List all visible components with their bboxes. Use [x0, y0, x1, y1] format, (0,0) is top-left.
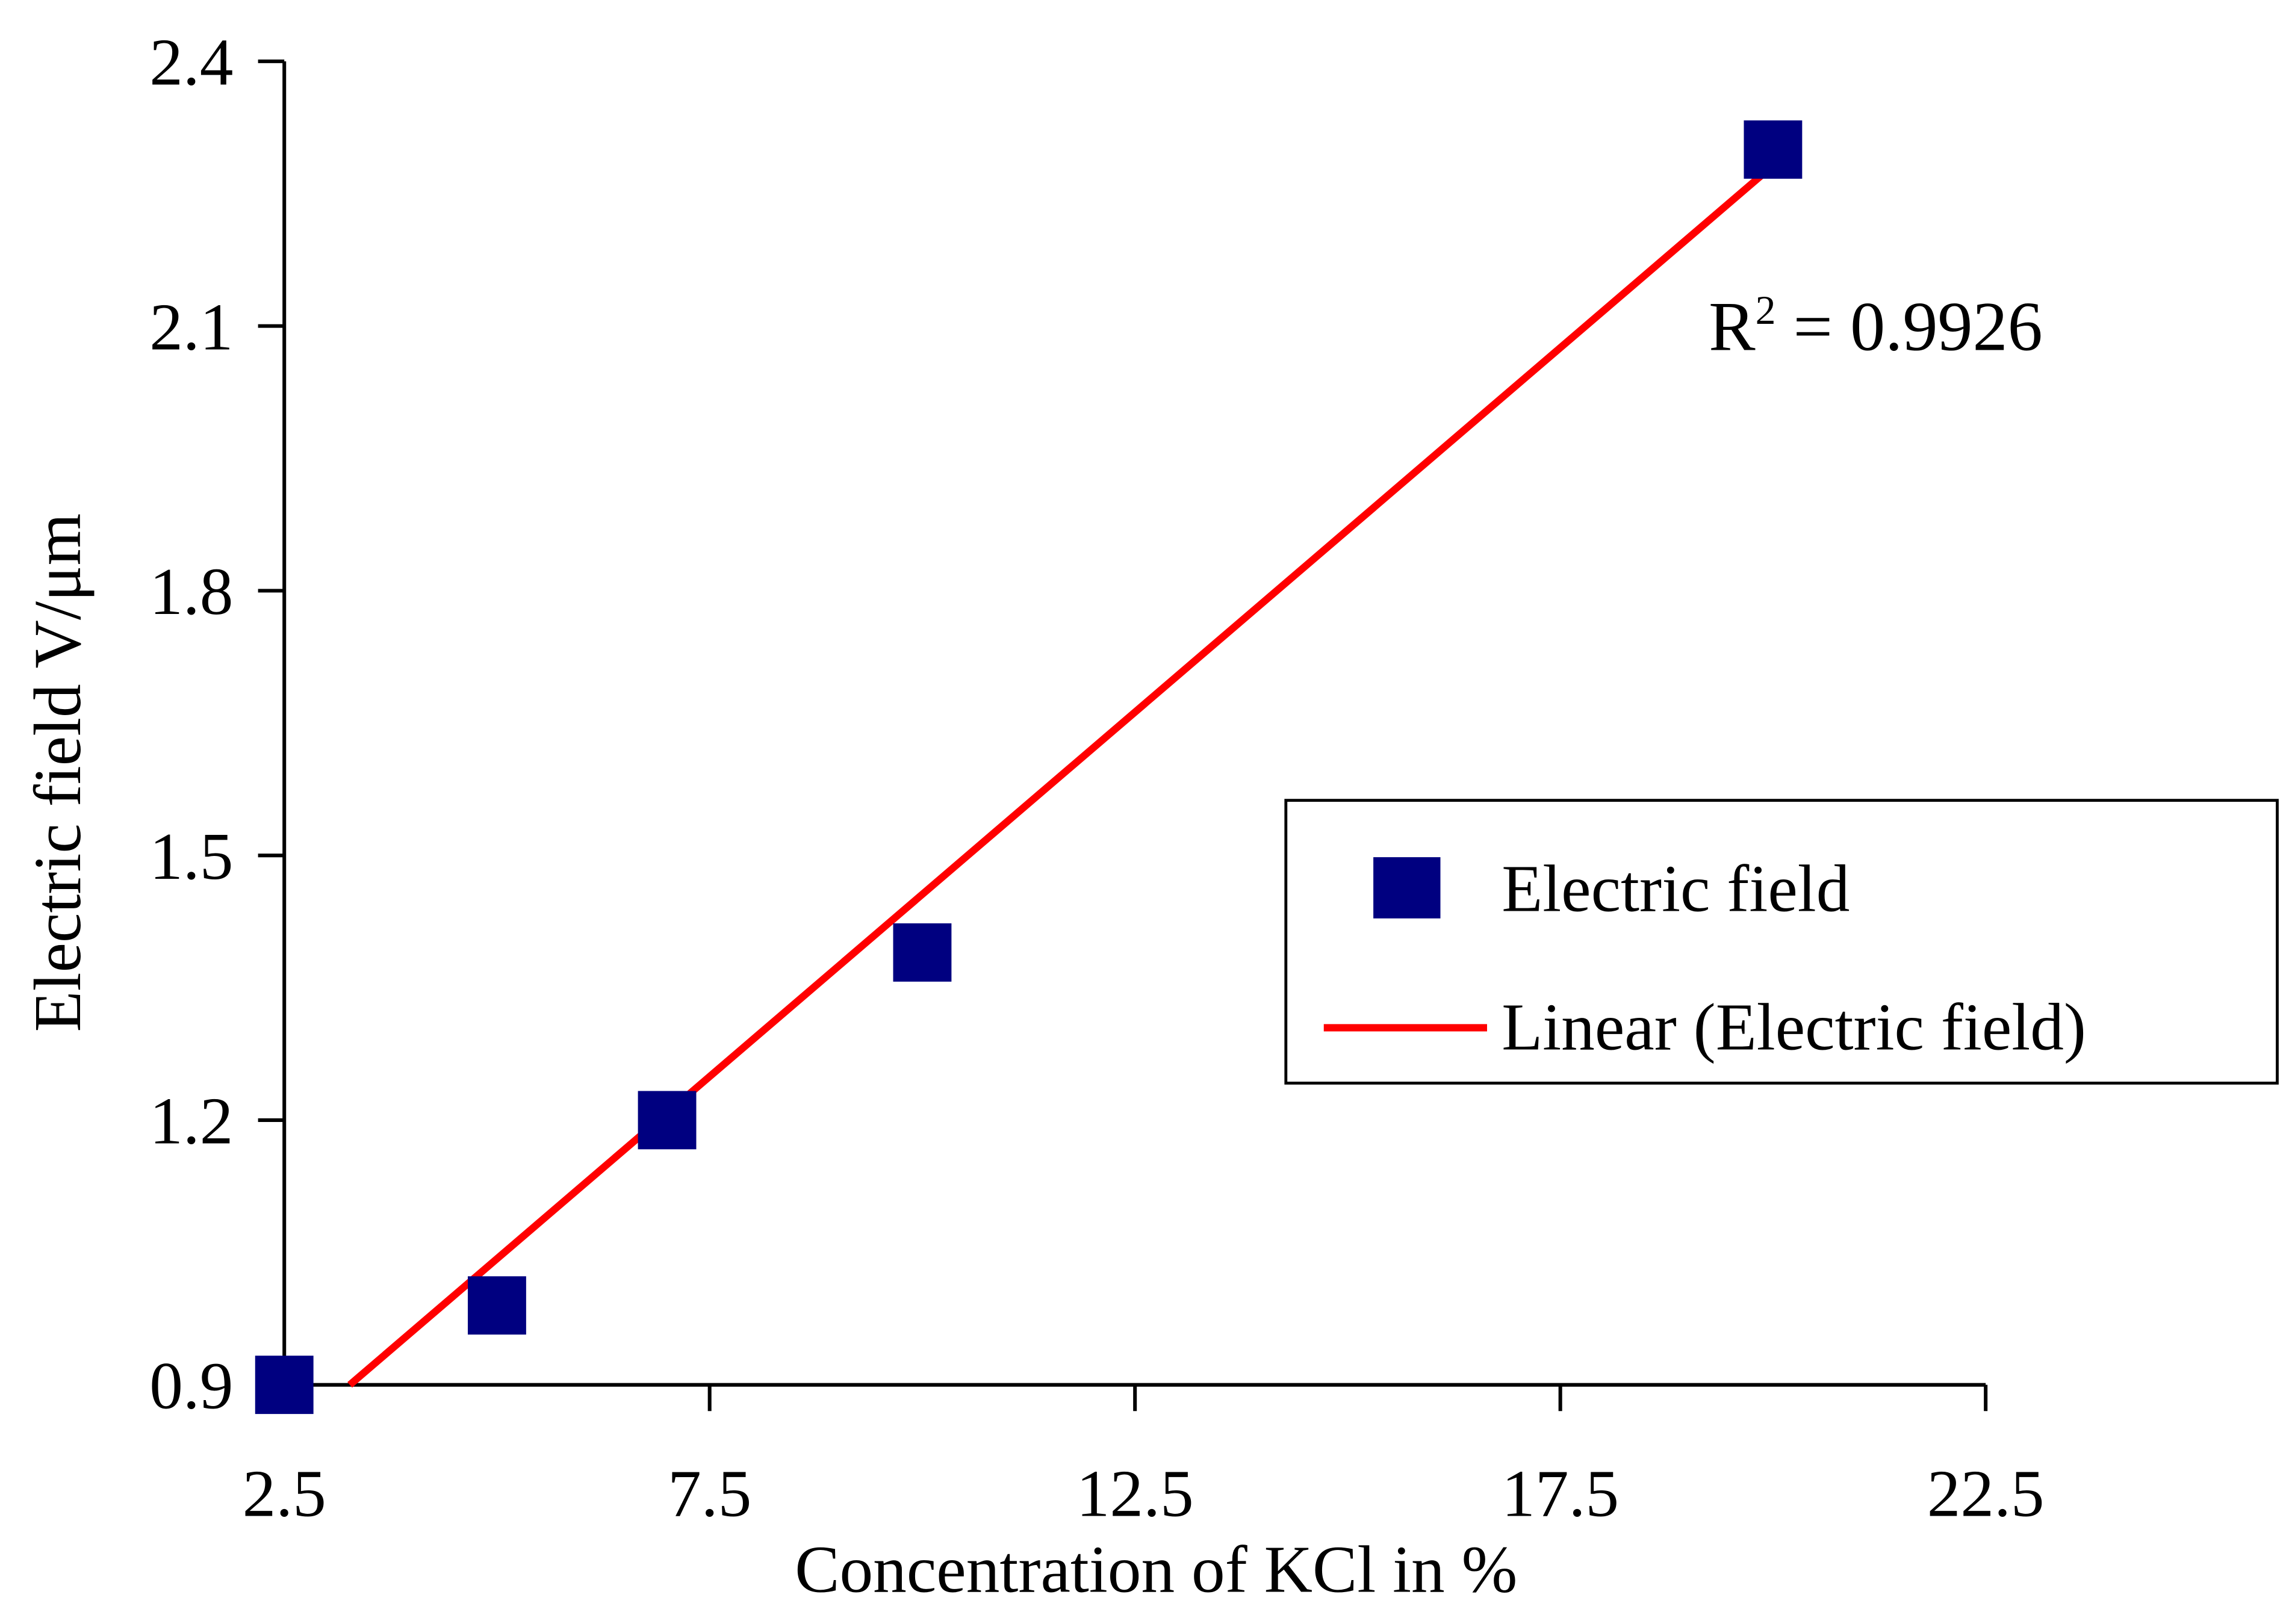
y-tick-label: 2.4: [149, 26, 233, 100]
trendline: [347, 167, 1771, 1388]
data-point: [255, 1356, 314, 1415]
y-axis-label: Electric field V/μm: [21, 513, 95, 1032]
data-point: [1744, 120, 1803, 179]
legend-label-trendline: Linear (Electric field): [1502, 991, 2086, 1065]
x-tick-label: 2.5: [243, 1457, 326, 1531]
data-point: [893, 923, 952, 982]
x-tick-label: 22.5: [1927, 1457, 2045, 1531]
x-tick-label: 7.5: [668, 1457, 751, 1531]
legend-marker-square: [1373, 857, 1441, 919]
x-tick-label: 17.5: [1502, 1457, 1619, 1531]
axes: [282, 61, 1986, 1387]
x-tick-label: 12.5: [1076, 1457, 1194, 1531]
data-point: [468, 1276, 526, 1335]
y-tick-label: 1.5: [149, 820, 233, 894]
x-axis-label: Concentration of KCl in %: [795, 1533, 1517, 1607]
y-tick-label: 0.9: [149, 1349, 233, 1423]
legend-label-series: Electric field: [1502, 852, 1850, 926]
y-tick-label: 1.8: [149, 555, 233, 629]
legend-box: [1284, 799, 2279, 1085]
y-tick-label: 2.1: [149, 290, 233, 364]
data-point: [638, 1091, 697, 1150]
y-tick-label: 1.2: [149, 1085, 233, 1159]
legend: Electric field Linear (Electric field): [1284, 799, 2279, 1085]
r-squared-annotation: R2 = 0.9926: [1709, 288, 2043, 366]
